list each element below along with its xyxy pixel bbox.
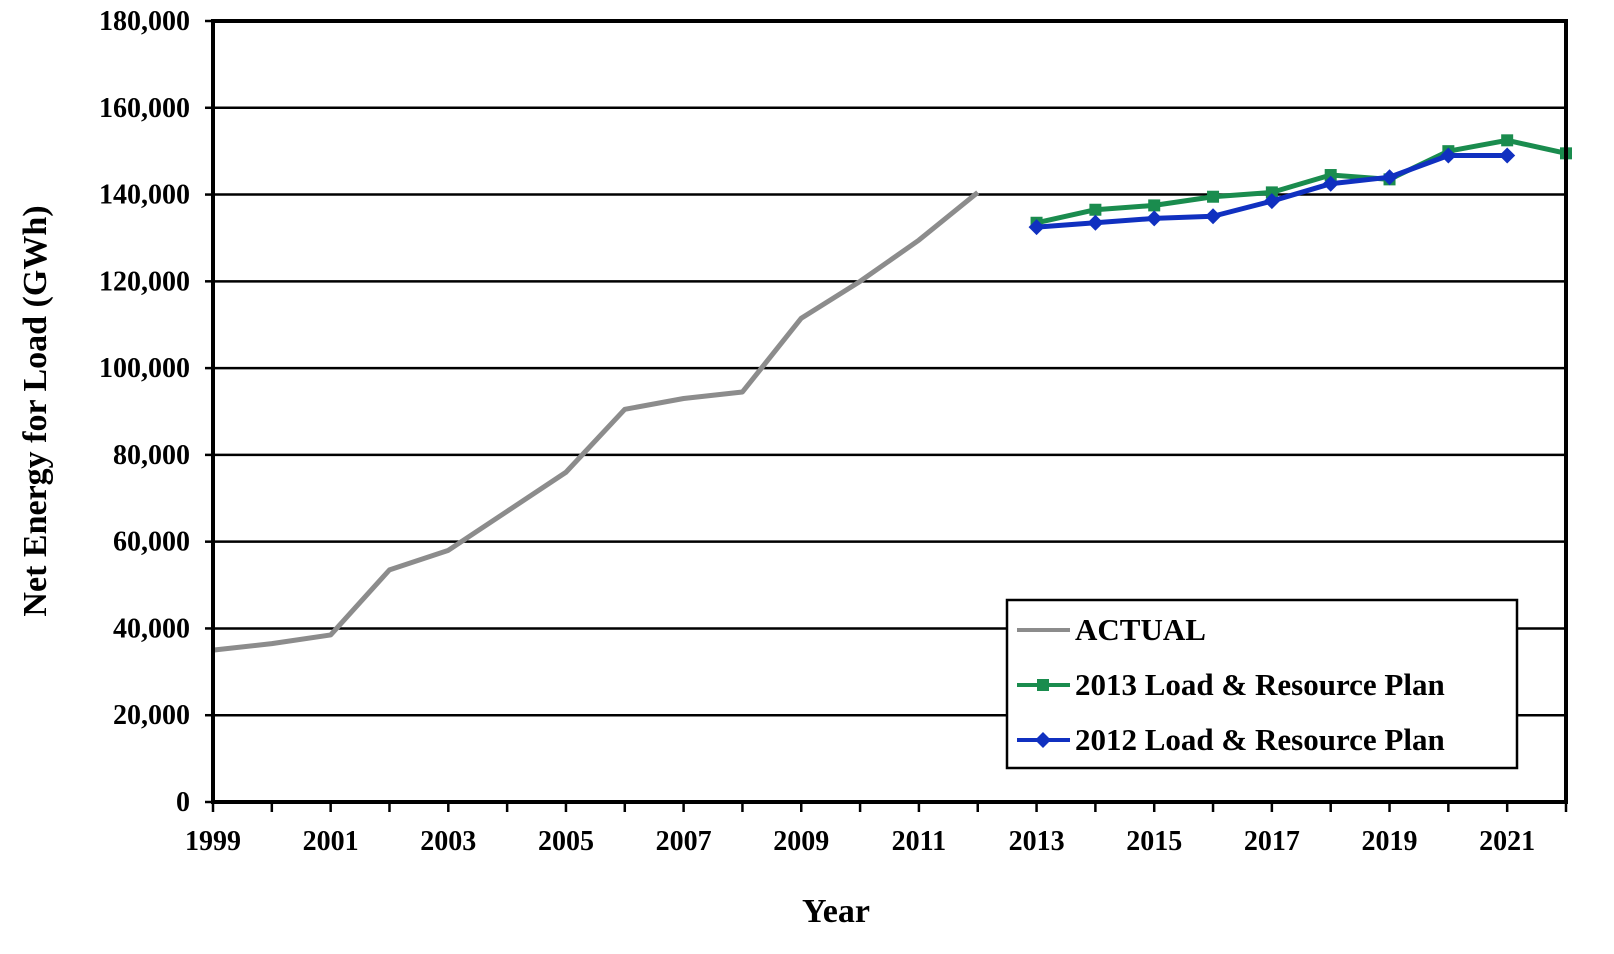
y-axis-title: Net Energy for Load (GWh): [17, 205, 54, 616]
y-tick-label: 60,000: [113, 527, 190, 558]
data-point: [1501, 134, 1514, 147]
legend-label: ACTUAL: [1075, 612, 1206, 647]
x-tick-label: 2009: [773, 826, 829, 857]
series-0: [212, 190, 980, 653]
data-point: [1205, 208, 1222, 225]
data-point: [1087, 214, 1104, 231]
x-tick-label: 2001: [303, 826, 359, 857]
y-tick-label: 80,000: [113, 440, 190, 471]
data-point: [1028, 219, 1045, 236]
x-axis-title: Year: [802, 893, 870, 930]
series-line: [212, 190, 980, 653]
y-tick-label: 20,000: [113, 700, 190, 731]
legend: ACTUAL 2013 Load & Resource Plan 2012 Load…: [1005, 598, 1519, 770]
data-point: [1440, 147, 1457, 164]
y-tick-label: 100,000: [99, 353, 190, 384]
data-point: [1263, 193, 1280, 210]
plot-frame: [211, 19, 1568, 804]
series-line: [1036, 137, 1567, 226]
x-axis: 1999 2001 2003 2005 2007 2009 2011 2013 2015 2017…: [185, 802, 1568, 857]
legend-box: [1005, 598, 1519, 770]
y-tick-label: 120,000: [99, 266, 190, 297]
legend-marker: [1035, 732, 1051, 748]
x-tick-label: 2021: [1479, 826, 1535, 857]
data-point: [1089, 203, 1102, 216]
legend-item: ACTUAL: [1017, 612, 1206, 647]
x-tick-label: 2017: [1244, 826, 1300, 857]
data-point: [1322, 175, 1339, 192]
data-point: [1324, 169, 1337, 182]
data-point: [1265, 186, 1278, 199]
data-point: [1207, 190, 1220, 203]
x-tick-label: 2015: [1126, 826, 1182, 857]
y-tick-label: 0: [176, 787, 190, 818]
data-point: [1146, 210, 1163, 227]
legend-marker: [1037, 679, 1049, 691]
data-point: [1381, 169, 1398, 186]
x-tick-label: 2003: [420, 826, 476, 857]
y-tick-label: 140,000: [99, 180, 190, 211]
plot-series: [212, 134, 1572, 653]
data-point: [1499, 147, 1516, 164]
y-axis: 0 20,000 40,000 60,000 80,000 100,000 120,000 1…: [99, 6, 213, 818]
legend-label: 2012 Load & Resource Plan: [1075, 722, 1445, 757]
y-tick-label: 160,000: [99, 93, 190, 124]
x-tick-label: 2019: [1362, 826, 1418, 857]
x-tick-label: 1999: [185, 826, 241, 857]
x-tick-label: 2005: [538, 826, 594, 857]
y-tick-label: 40,000: [113, 613, 190, 644]
y-tick-label: 180,000: [99, 6, 190, 37]
data-point: [1148, 199, 1161, 212]
legend-item: 2013 Load & Resource Plan: [1017, 667, 1445, 702]
legend-label: 2013 Load & Resource Plan: [1075, 667, 1445, 702]
x-tick-label: 2013: [1009, 826, 1065, 857]
series-2: [1028, 147, 1516, 236]
series-1: [1030, 134, 1572, 229]
legend-item: 2012 Load & Resource Plan: [1017, 722, 1445, 757]
x-tick-label: 2011: [892, 826, 946, 857]
x-tick-label: 2007: [656, 826, 712, 857]
